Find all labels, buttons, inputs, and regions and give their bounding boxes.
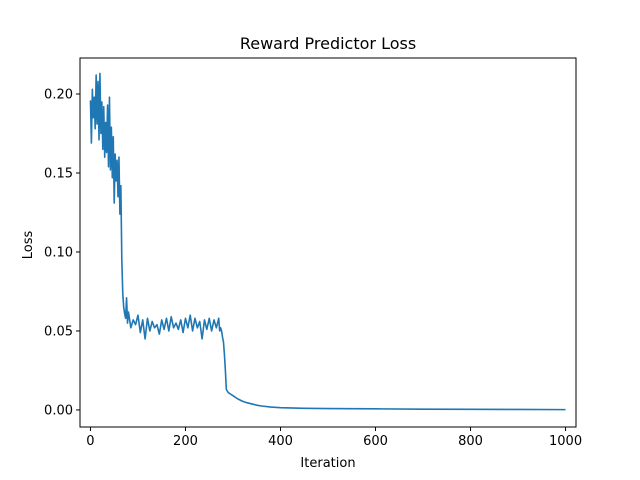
x-tick-label: 1000 — [549, 434, 582, 449]
y-tick-label: 0.05 — [44, 324, 73, 339]
axes-frame — [79, 57, 577, 428]
loss-series-line — [89, 72, 566, 411]
x-tick-label: 200 — [173, 434, 198, 449]
y-tick-label: 0.10 — [44, 245, 73, 260]
y-tick-label: 0.15 — [44, 166, 73, 181]
y-tick-label: 0.20 — [44, 88, 73, 103]
x-tick-label: 600 — [363, 434, 388, 449]
y-tick-label: 0.00 — [44, 403, 73, 418]
x-tick-label: 0 — [86, 434, 94, 449]
chart-title: Reward Predictor Loss — [240, 34, 416, 53]
y-axis-label: Loss — [21, 231, 36, 260]
x-axis-label: Iteration — [300, 456, 355, 471]
x-tick-label: 400 — [268, 434, 293, 449]
x-tick-label: 800 — [458, 434, 483, 449]
plot-area: 0 200 400 600 800 1000 0.00 0.05 0.10 0.15 0.20 — [44, 57, 582, 449]
